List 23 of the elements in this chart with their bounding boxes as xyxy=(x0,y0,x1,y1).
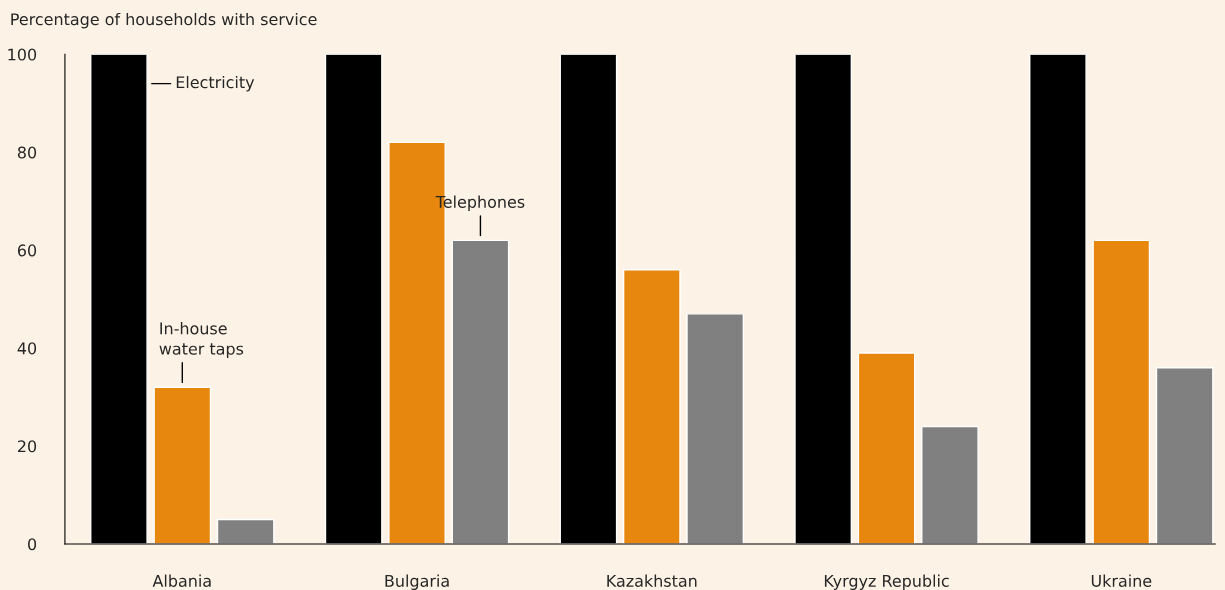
y-tick-label: 0 xyxy=(28,538,37,551)
x-tick-label: Albania xyxy=(152,574,211,587)
bar xyxy=(153,386,212,544)
bar xyxy=(216,518,275,544)
bar xyxy=(1155,366,1214,544)
x-tick-label: Kyrgyz Republic xyxy=(824,574,949,590)
x-tick-label: Kazakhstan xyxy=(607,574,697,587)
x-tick-label: Ukraine xyxy=(1091,574,1152,587)
bar xyxy=(1092,239,1151,544)
legend-label: Electricity xyxy=(176,75,255,92)
y-tick-label: 80 xyxy=(17,146,37,159)
y-tick-label: 40 xyxy=(17,342,37,355)
x-tick-label: Bulgaria xyxy=(385,574,449,590)
y-tick-label: 60 xyxy=(17,244,37,257)
bar xyxy=(451,239,510,544)
y-tick-label: 20 xyxy=(17,440,37,453)
bar xyxy=(686,313,745,544)
y-axis-title: Percentage of households with service xyxy=(11,12,317,29)
bar xyxy=(857,352,916,544)
series-label: In-house water taps xyxy=(159,322,244,358)
bar xyxy=(622,269,681,544)
bar xyxy=(921,425,979,544)
y-tick-label: 100 xyxy=(8,48,37,61)
